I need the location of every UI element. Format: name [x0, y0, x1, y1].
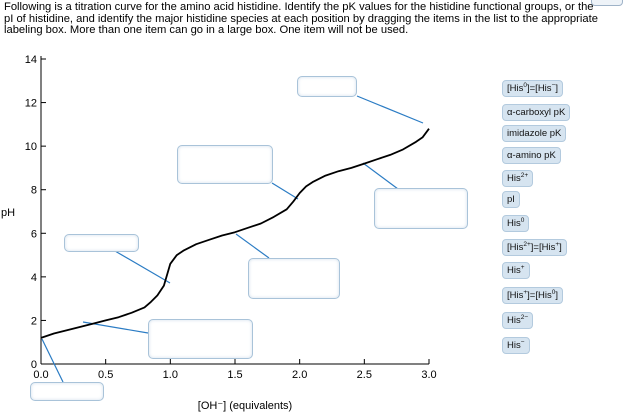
y-tick-label: 10	[25, 141, 37, 153]
y-tick-label: 6	[31, 228, 37, 240]
titration-curve	[40, 128, 430, 339]
drop-box-top-right[interactable]	[297, 76, 357, 97]
x-tick-label: 1.5	[227, 369, 242, 381]
instructions-text: Following is a titration curve for the a…	[4, 1, 598, 37]
x-tick-label: 3.0	[421, 369, 436, 381]
leader-line	[362, 162, 399, 190]
drag-item-his0[interactable]: His0	[502, 215, 530, 232]
drag-item-his-2plus[interactable]: His2+	[502, 170, 534, 187]
drag-item-his-plus[interactable]: His+	[502, 262, 530, 279]
drag-item-alpha-carboxyl-pk[interactable]: α-carboxyl pK	[502, 104, 571, 121]
drop-box-left-upper[interactable]	[64, 234, 139, 252]
corner-tab	[591, 0, 623, 6]
drag-item-his-2minus[interactable]: His2−	[502, 312, 534, 329]
drag-item-hisplus-eq-his0[interactable]: [His+]=[His0]	[502, 287, 563, 304]
leader-line	[235, 233, 270, 259]
y-tick-label: 4	[31, 272, 37, 284]
drag-item-his0-eq-his-minus[interactable]: [His0]=[His−]	[502, 80, 563, 97]
x-axis-label: [OH⁻] (equivalents)	[198, 400, 292, 412]
x-tick-label: 2.0	[292, 369, 307, 381]
drag-item-alpha-amino-pk[interactable]: α-amino pK	[502, 147, 561, 164]
drag-item-his-minus[interactable]: His−	[502, 337, 530, 354]
drag-item-imidazole-pk[interactable]: imidazole pK	[502, 125, 567, 142]
x-tick-label: 0.0	[33, 369, 48, 381]
drop-box-center[interactable]	[248, 258, 340, 299]
y-tick-label: 12	[25, 98, 37, 110]
y-tick-label: 0	[31, 359, 37, 371]
x-tick-label: 2.5	[357, 369, 372, 381]
y-tick-label: 2	[31, 315, 37, 327]
y-tick-label: 8	[31, 185, 37, 197]
drop-box-bottom[interactable]	[30, 382, 104, 401]
drop-box-right-middle[interactable]	[374, 188, 468, 229]
leader-line	[271, 182, 299, 200]
leader-line	[41, 338, 64, 383]
drag-item-pi[interactable]: pI	[502, 191, 520, 208]
drag-item-his2plus-eq-hisplus[interactable]: [His2+]=[His+]	[502, 239, 567, 256]
y-tick-label: 14	[25, 54, 37, 66]
leader-line	[356, 95, 424, 124]
drop-box-upper-middle[interactable]	[177, 145, 273, 184]
x-tick-label: 0.5	[98, 369, 113, 381]
x-tick-label: 1.0	[163, 369, 178, 381]
leader-line	[114, 250, 171, 284]
drop-box-lower-left[interactable]	[148, 319, 253, 359]
y-axis-label: pH	[1, 207, 15, 219]
